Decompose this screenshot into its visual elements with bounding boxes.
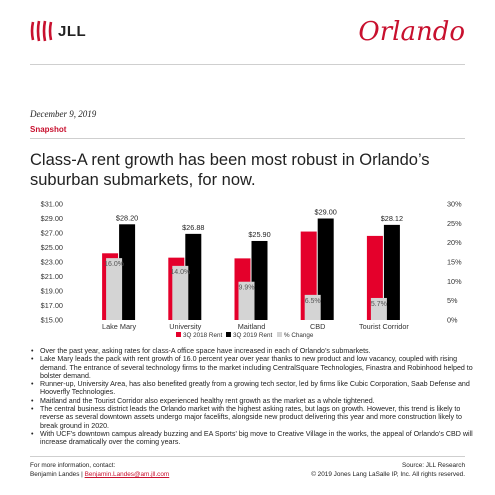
brand-name: JLL	[58, 22, 87, 40]
copyright: © 2019 Jones Lang LaSalle IP, Inc. All r…	[311, 471, 465, 478]
data-label-pct-change: 9.9%	[239, 285, 255, 292]
data-label-2019-rent: $28.20	[116, 213, 138, 222]
source-block: Source: JLL Research © 2019 Jones Lang L…	[311, 461, 465, 479]
y-tick-label-left: $27.00	[41, 229, 63, 238]
header-divider	[30, 64, 465, 65]
y-tick-label-left: $25.00	[41, 243, 63, 252]
data-label-pct-change: 5.7%	[371, 301, 387, 308]
y-tick-label-left: $17.00	[41, 301, 63, 310]
legend-swatch	[176, 332, 181, 337]
legend-swatch	[277, 332, 282, 337]
contact-email-link[interactable]: Benjamin.Landes@am.jll.com	[84, 471, 170, 478]
bullet-list: Over the past year, asking rates for cla…	[30, 347, 480, 447]
y-tick-label-left: $31.00	[41, 200, 63, 209]
bar-3q2019-rent	[317, 218, 334, 320]
bar-pct-change	[370, 297, 387, 320]
y-tick-label-right: 0%	[447, 316, 458, 325]
bar-3q2019-rent	[251, 240, 268, 320]
data-label-2019-rent: $26.88	[182, 223, 204, 232]
bullet-item: Lake Mary leads the pack with rent growt…	[31, 355, 480, 380]
source-label: Source: JLL Research	[402, 462, 465, 469]
contact-separator: |	[79, 471, 85, 478]
headline: Class-A rent growth has been most robust…	[30, 151, 430, 189]
x-tick-label: University	[169, 322, 201, 331]
bullet-item: With UCF’s downtown campus already buzzi…	[31, 430, 480, 447]
bar-pct-change	[304, 294, 321, 320]
legend-label: % Change	[284, 332, 314, 339]
legend-label: 3Q 2019 Rent	[233, 332, 272, 339]
bar-3q2019-rent	[119, 224, 136, 320]
bar-3q2019-rent	[185, 233, 202, 320]
bar-pct-change	[172, 265, 189, 320]
y-tick-label-right: 30%	[447, 200, 462, 209]
section-label: Snapshot	[30, 125, 67, 134]
bar-3q2019-rent	[383, 224, 400, 320]
data-label-pct-change: 14.0%	[170, 269, 190, 276]
contact-name: Benjamin Landes	[30, 471, 80, 478]
x-tick-label: Maitland	[238, 322, 266, 331]
data-label-pct-change: 6.5%	[305, 298, 321, 305]
y-tick-label-left: $15.00	[41, 316, 63, 325]
y-tick-label-right: 25%	[447, 219, 462, 228]
y-tick-label-right: 15%	[447, 258, 462, 267]
more-info-label: For more information, contact:	[30, 462, 116, 469]
section-divider	[30, 138, 465, 139]
bullet-item: Runner-up, University Area, has also ben…	[31, 380, 480, 397]
footer-divider	[30, 456, 465, 457]
y-tick-label-left: $23.00	[41, 258, 63, 267]
bullet-item: Over the past year, asking rates for cla…	[31, 347, 480, 356]
x-tick-label: CBD	[310, 322, 325, 331]
y-tick-label-right: 10%	[447, 277, 462, 286]
jll-logo: JLL	[30, 20, 86, 42]
bullet-item: Maitland and the Tourist Corridor also e…	[31, 397, 480, 406]
x-tick-label: Tourist Corridor	[359, 322, 409, 331]
y-tick-label-left: $19.00	[41, 287, 63, 296]
city-title: Orlando	[358, 17, 465, 47]
contact-block: For more information, contact: Benjamin …	[30, 461, 169, 479]
report-date: December 9, 2019	[30, 109, 97, 119]
data-label-2019-rent: $25.90	[248, 230, 270, 239]
legend-swatch	[226, 332, 231, 337]
legend-label: 3Q 2018 Rent	[183, 332, 222, 339]
data-label-pct-change: 16.0%	[104, 261, 124, 268]
y-tick-label-left: $21.00	[41, 272, 63, 281]
y-tick-label-right: 20%	[447, 238, 462, 247]
x-tick-label: Lake Mary	[102, 322, 136, 331]
y-tick-label-left: $29.00	[41, 214, 63, 223]
bar-pct-change	[238, 281, 255, 320]
jll-logo-mark	[30, 20, 54, 42]
data-label-2019-rent: $29.00	[315, 208, 337, 217]
bar-pct-change	[106, 258, 123, 320]
data-label-2019-rent: $28.12	[381, 214, 403, 223]
y-tick-label-right: 5%	[447, 296, 458, 305]
bullet-item: The central business district leads the …	[31, 405, 480, 430]
